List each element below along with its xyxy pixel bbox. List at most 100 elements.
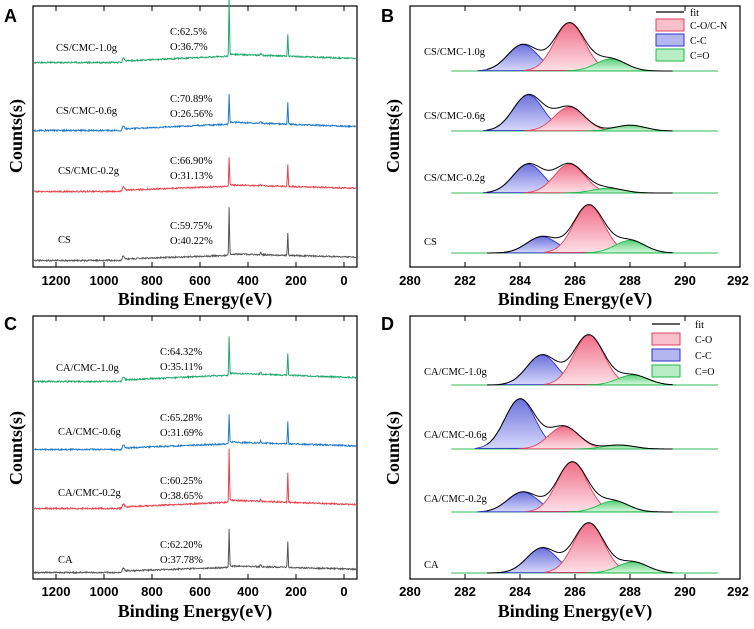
x-ticks	[464, 316, 686, 579]
x-tick-label: 280	[399, 584, 421, 599]
carbon-percent: C:60.25%	[160, 476, 203, 487]
series-label: CS/CMC-0.6g	[424, 111, 486, 122]
carbon-percent: C:62.5%	[170, 27, 207, 38]
fit-envelope	[487, 204, 673, 254]
fit-envelope	[487, 522, 673, 574]
x-tick-label: 1000	[90, 273, 119, 288]
oxygen-percent: O:36.7%	[170, 42, 208, 53]
series-line-ca-cmc-1.0g	[33, 336, 357, 384]
fit-peaks	[451, 334, 718, 574]
oxygen-percent: O:31.69%	[160, 428, 203, 439]
panel-a: A 1200 1000 800 600 400 200 0 Binding En…	[4, 0, 358, 310]
fit-envelope	[486, 162, 673, 194]
x-tick-label: 200	[285, 273, 307, 288]
x-ticks	[464, 6, 686, 267]
plot-frame	[32, 315, 358, 580]
legend-label: C-O	[695, 335, 712, 346]
fit-envelope	[486, 21, 673, 72]
panel-c: C 1200 1000 800 600 400 200 0 Binding En…	[4, 314, 358, 622]
panel-letter: B	[381, 6, 394, 26]
series-line-ca-cmc-0.2g	[34, 448, 357, 511]
carbon-percent: C:65.28%	[160, 413, 203, 424]
x-tick-label: 1000	[90, 584, 119, 599]
plot-frame	[32, 5, 358, 268]
x-tick-label: 280	[399, 273, 421, 288]
carbon-percent: C:59.75%	[170, 221, 213, 232]
x-tick-label: 1200	[42, 584, 71, 599]
x-ticks	[55, 6, 345, 267]
fit-envelope	[486, 398, 673, 450]
fit-envelope	[486, 461, 673, 513]
legend-swatch	[651, 364, 681, 378]
x-tick-label: 290	[674, 584, 696, 599]
x-tick-label: 400	[237, 584, 259, 599]
fit-envelope	[486, 334, 673, 386]
x-axis-title: Binding Energy(eV)	[118, 601, 273, 622]
legend-swatch	[655, 48, 685, 62]
legend-label: C-O/C-N	[690, 21, 727, 32]
series-label: CA/CMC-0.2g	[424, 494, 487, 505]
panel-letter: A	[4, 6, 17, 26]
y-axis-title: Counts(s)	[6, 99, 27, 173]
x-tick-label: 288	[619, 273, 641, 288]
x-tick-label: 400	[237, 273, 259, 288]
series-label: CA	[424, 560, 439, 571]
panel-b: B 280 282 284 286 288 290 292 Binding En…	[381, 5, 749, 310]
series-line-cs-cmc-0.6g	[33, 94, 357, 133]
x-tick-label: 1200	[42, 273, 71, 288]
series-line-cs-cmc-0.2g	[33, 157, 357, 194]
x-tick-label: 286	[564, 584, 586, 599]
series-label: CS	[424, 237, 437, 248]
peak-co	[524, 106, 614, 132]
x-axis-title: Binding Energy(eV)	[118, 289, 273, 310]
x-axis-title: Binding Energy(eV)	[498, 601, 653, 622]
series-label: CA/CMC-0.2g	[58, 488, 121, 499]
series-label: CA/CMC-1.0g	[424, 367, 487, 378]
series-line-cs-cmc-1.0g	[33, 0, 357, 65]
legend-label: fit	[695, 320, 704, 331]
oxygen-percent: O:26.56%	[170, 109, 213, 120]
x-tick-label: 290	[674, 273, 696, 288]
series-label: CA/CMC-1.0g	[56, 363, 119, 374]
x-tick-label: 284	[509, 584, 531, 599]
x-tick-label: 0	[340, 584, 347, 599]
series-line-cs	[33, 207, 356, 263]
x-axis-title: Binding Energy(eV)	[498, 289, 653, 310]
x-tick-label: 800	[141, 273, 163, 288]
x-ticks	[55, 316, 345, 579]
oxygen-percent: O:35.11%	[160, 362, 203, 373]
legend-label: C-C	[690, 36, 707, 47]
panel-d: D 280 282 284 286 288 290 292 Binding En…	[381, 314, 749, 622]
carbon-percent: C:66.90%	[170, 156, 213, 167]
y-axis-title: Counts(s)	[383, 411, 404, 485]
x-tick-label: 288	[619, 584, 641, 599]
series-label: CS/CMC-0.2g	[424, 173, 486, 184]
legend-swatch	[651, 348, 681, 362]
fit-envelope	[486, 93, 673, 132]
series-label: CA/CMC-0.6g	[424, 430, 487, 441]
series-label: CS	[58, 235, 71, 246]
y-axis-title: Counts(s)	[6, 411, 27, 485]
carbon-percent: C:64.32%	[160, 347, 203, 358]
x-tick-label: 600	[189, 584, 211, 599]
series-label: CA/CMC-0.6g	[58, 427, 121, 438]
legend: fit C-O C-C C=O	[651, 320, 715, 378]
series-line-ca	[33, 528, 357, 575]
oxygen-percent: O:37.78%	[160, 555, 203, 566]
oxygen-percent: O:31.13%	[170, 171, 213, 182]
legend-swatch	[655, 18, 685, 32]
series-label: CS/CMC-0.6g	[56, 106, 118, 117]
x-tick-label: 0	[340, 273, 347, 288]
x-tick-label: 286	[564, 273, 586, 288]
x-tick-label: 282	[454, 273, 476, 288]
x-tick-label: 292	[727, 273, 749, 288]
x-tick-label: 600	[189, 273, 211, 288]
panel-letter: C	[4, 314, 17, 334]
series-label: CA	[58, 555, 73, 566]
legend-swatch	[655, 33, 685, 47]
series-label: CS/CMC-1.0g	[424, 47, 486, 58]
oxygen-percent: O:40.22%	[170, 236, 213, 247]
legend-label: C=O	[690, 51, 710, 62]
x-tick-label: 800	[141, 584, 163, 599]
